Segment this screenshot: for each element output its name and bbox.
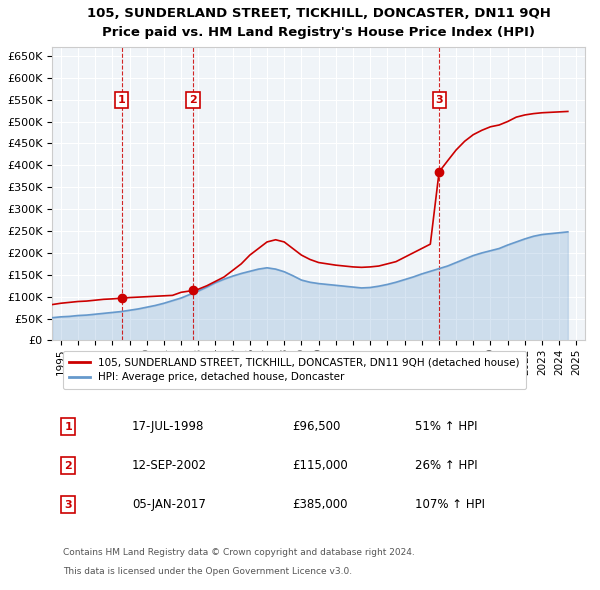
Text: £115,000: £115,000 xyxy=(292,459,348,472)
Text: 51% ↑ HPI: 51% ↑ HPI xyxy=(415,420,477,433)
Text: 05-JAN-2017: 05-JAN-2017 xyxy=(132,499,206,512)
Text: 2: 2 xyxy=(64,461,72,471)
Title: 105, SUNDERLAND STREET, TICKHILL, DONCASTER, DN11 9QH
Price paid vs. HM Land Reg: 105, SUNDERLAND STREET, TICKHILL, DONCAS… xyxy=(86,7,551,39)
Text: 107% ↑ HPI: 107% ↑ HPI xyxy=(415,499,485,512)
Text: £96,500: £96,500 xyxy=(292,420,340,433)
Text: 26% ↑ HPI: 26% ↑ HPI xyxy=(415,459,477,472)
Text: 17-JUL-1998: 17-JUL-1998 xyxy=(132,420,205,433)
Text: 2: 2 xyxy=(189,95,197,105)
Legend: 105, SUNDERLAND STREET, TICKHILL, DONCASTER, DN11 9QH (detached house), HPI: Ave: 105, SUNDERLAND STREET, TICKHILL, DONCAS… xyxy=(63,351,526,389)
Text: This data is licensed under the Open Government Licence v3.0.: This data is licensed under the Open Gov… xyxy=(63,566,352,576)
Text: 3: 3 xyxy=(435,95,443,105)
Text: 1: 1 xyxy=(64,422,72,431)
Text: £385,000: £385,000 xyxy=(292,499,347,512)
Text: Contains HM Land Registry data © Crown copyright and database right 2024.: Contains HM Land Registry data © Crown c… xyxy=(63,548,415,557)
Text: 1: 1 xyxy=(118,95,125,105)
Text: 12-SEP-2002: 12-SEP-2002 xyxy=(132,459,207,472)
Text: 3: 3 xyxy=(64,500,72,510)
